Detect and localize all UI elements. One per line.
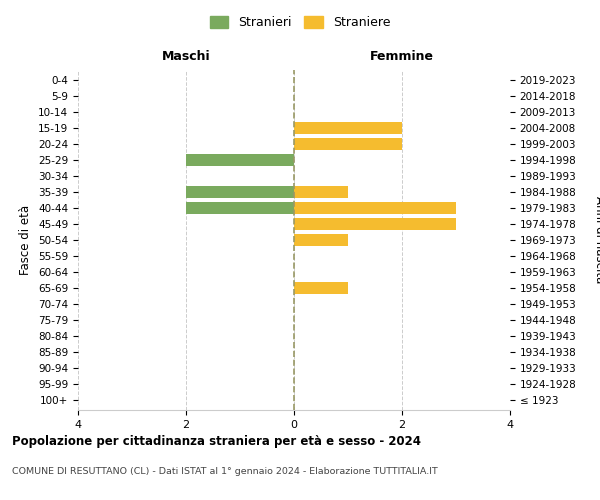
Text: Popolazione per cittadinanza straniera per età e sesso - 2024: Popolazione per cittadinanza straniera p… [12,435,421,448]
Text: COMUNE DI RESUTTANO (CL) - Dati ISTAT al 1° gennaio 2024 - Elaborazione TUTTITAL: COMUNE DI RESUTTANO (CL) - Dati ISTAT al… [12,468,438,476]
Legend: Stranieri, Straniere: Stranieri, Straniere [205,11,395,34]
Bar [186,154,294,166]
Bar [186,202,294,214]
Bar [186,186,294,198]
Bar [294,122,402,134]
Bar [294,218,456,230]
Bar [294,138,402,150]
Text: Maschi: Maschi [161,50,211,63]
Text: Femmine: Femmine [370,50,434,63]
Bar [294,234,348,246]
Y-axis label: Fasce di età: Fasce di età [19,205,32,275]
Y-axis label: Anni di nascita: Anni di nascita [593,196,600,284]
Bar [294,282,348,294]
Bar [294,202,456,214]
Bar [294,186,348,198]
